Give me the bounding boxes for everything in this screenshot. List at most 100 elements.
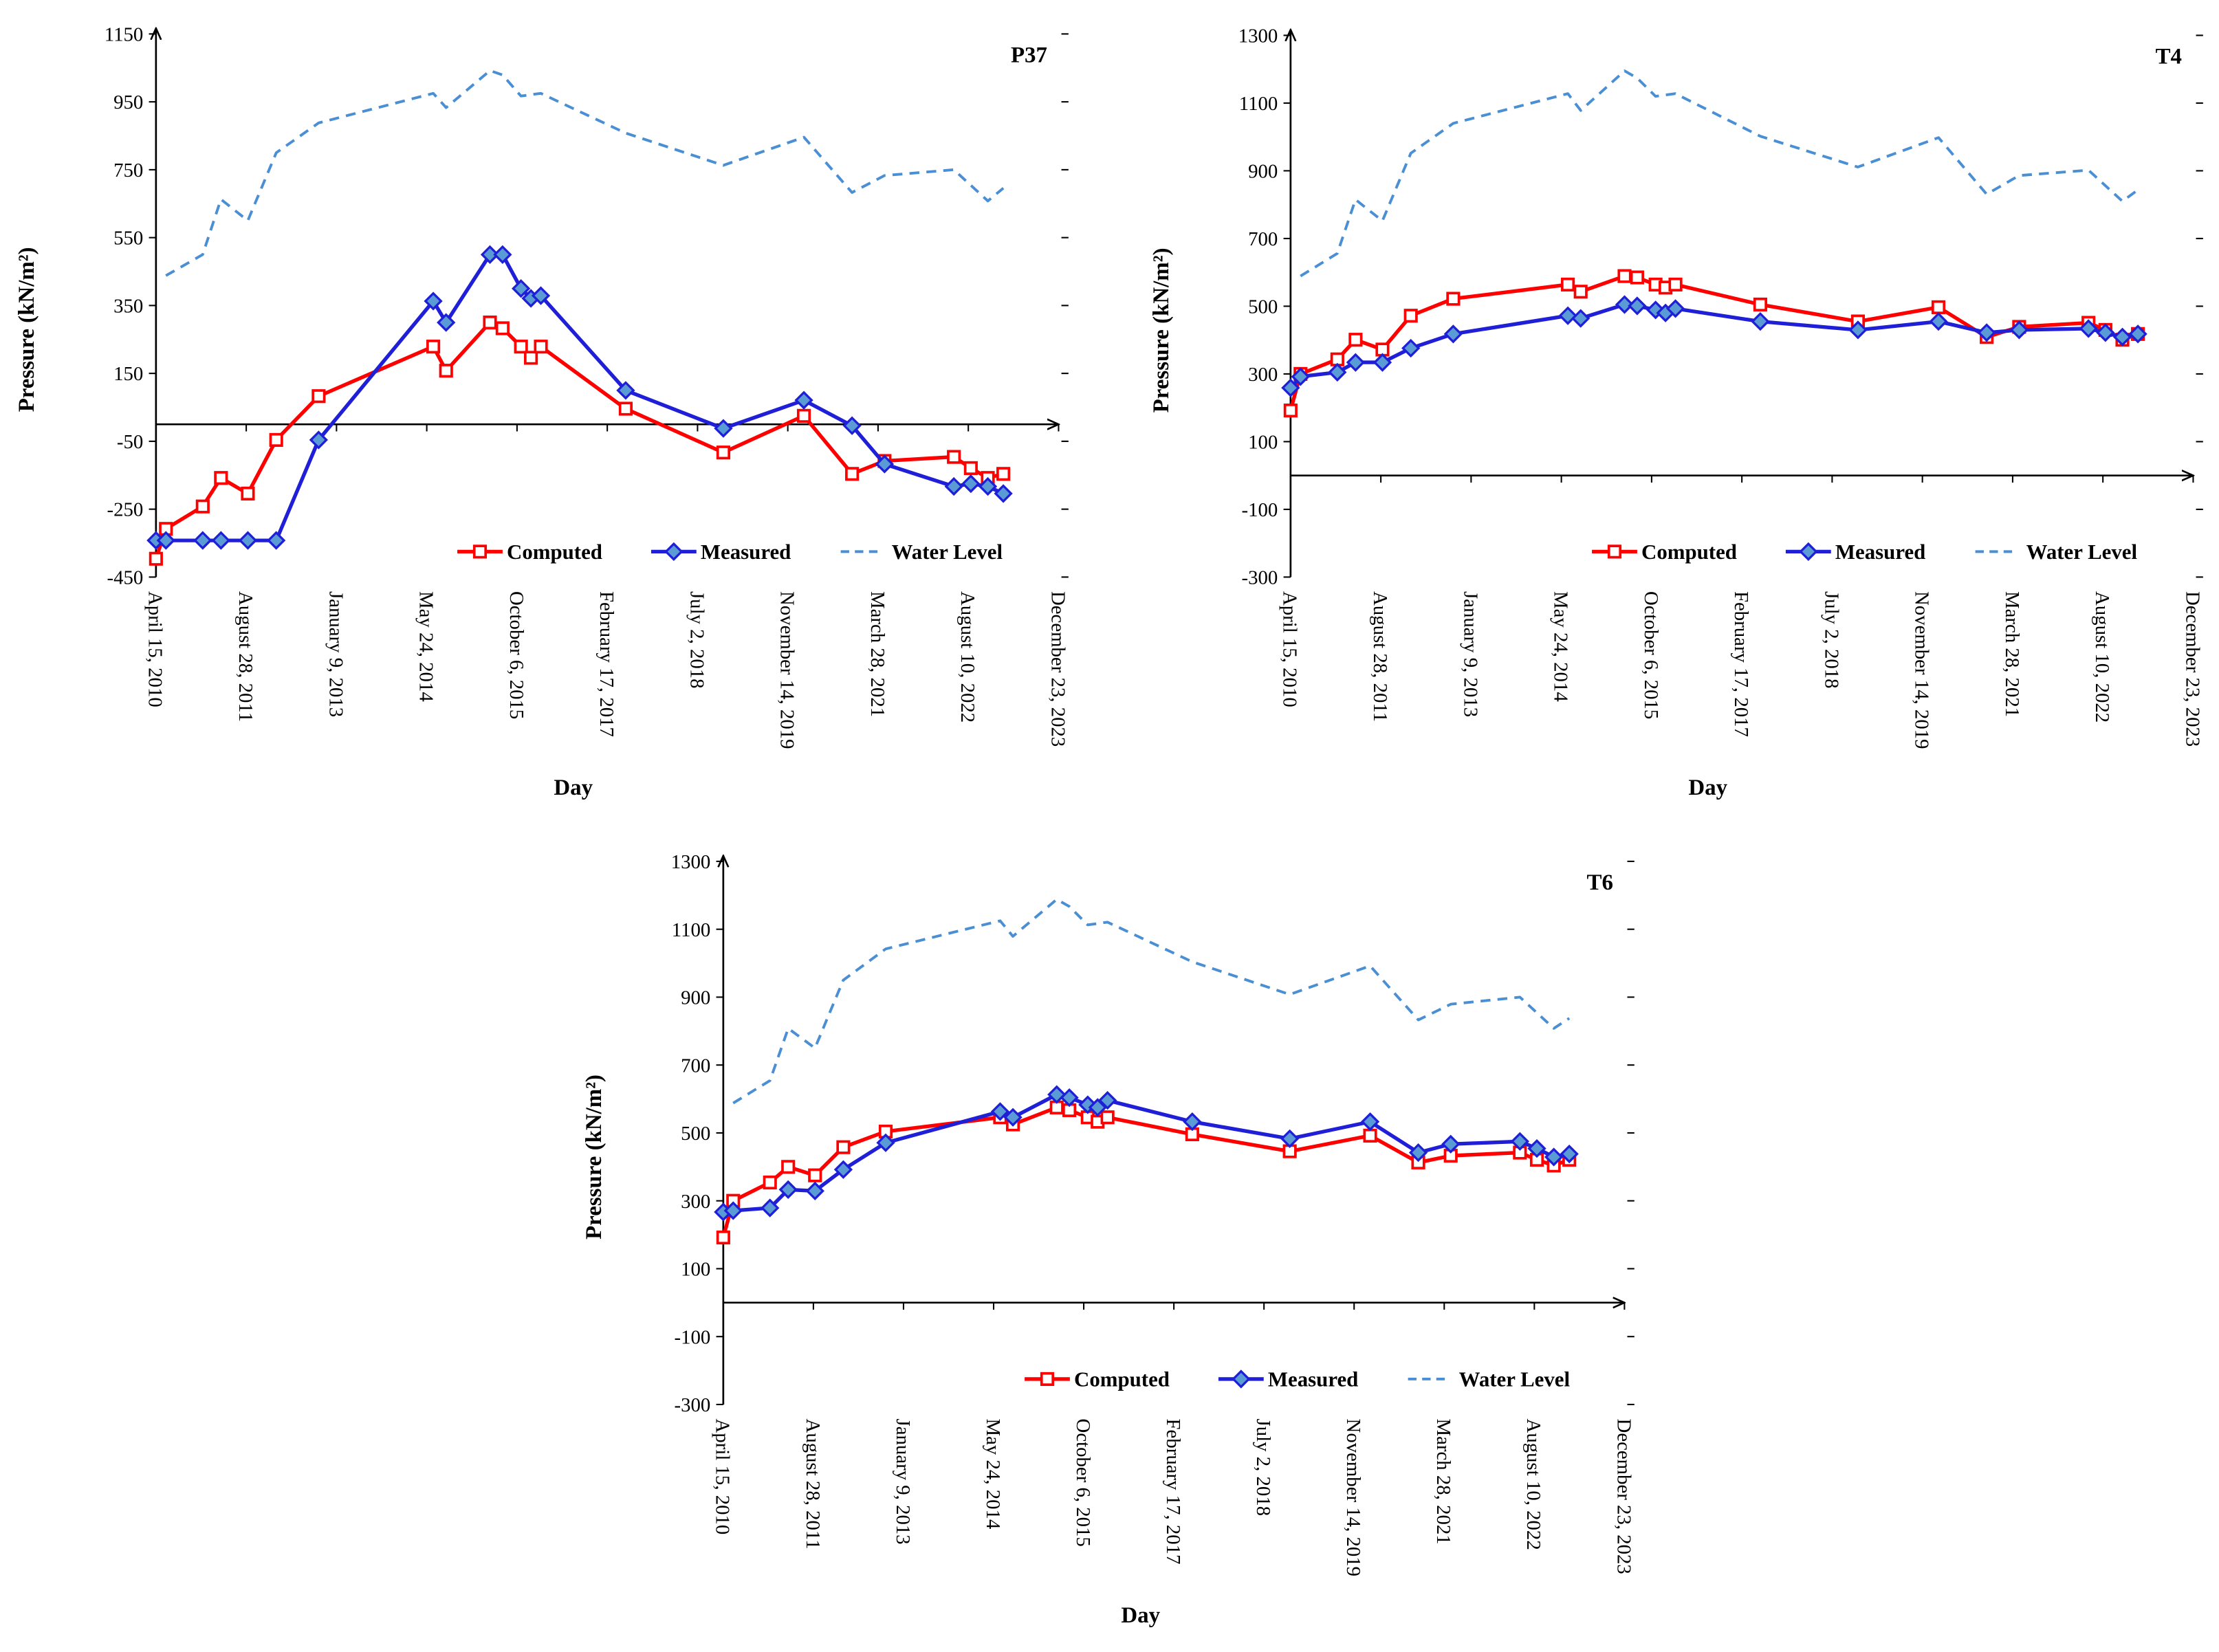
measured-point [1977,323,1996,342]
measured-point [1544,1147,1564,1167]
measured-point [1615,295,1635,314]
y-axis-title: Pressure (kN/m²) [1149,247,1174,412]
computed-point [836,1140,851,1154]
measured-point [1560,1144,1579,1164]
measured-point [1665,299,1685,318]
measured-point [2128,324,2147,344]
legend-measured-marker [664,542,684,562]
legend-measured-label: Measured [1268,1368,1358,1391]
computed-point [439,364,453,378]
x-tick-label: July 2, 2018 [686,591,708,689]
measured-point [1373,353,1392,372]
measured-point [1848,320,1868,340]
y-tick-label: -250 [107,499,144,521]
measured-point [156,531,175,550]
measured-point [961,474,981,494]
computed-point [514,340,528,354]
x-tick-label: November 14, 2019 [776,591,798,749]
measured-point [1098,1090,1117,1110]
x-tick-label: April 15, 2010 [712,1419,734,1535]
x-tick-label: December 23, 2023 [2181,591,2203,747]
measured-point [994,484,1013,503]
x-axis-title: Day [554,775,593,800]
legend-measured-label: Measured [701,540,791,564]
legend-water-level-label: Water Level [2026,540,2138,564]
x-tick-label: August 10, 2022 [2091,591,2113,723]
x-tick-label: August 28, 2011 [1369,591,1391,722]
measured-point [805,1181,824,1201]
computed-point [269,432,283,448]
legend-water-level-label: Water Level [892,540,1003,564]
x-tick-label: August 10, 2022 [957,591,979,723]
x-axis-title: Day [1121,1603,1160,1628]
measured-point [1003,1108,1023,1127]
measured-point [1558,306,1577,325]
measured-point [1527,1139,1546,1158]
y-tick-label: 550 [113,228,143,250]
computed-point [483,315,497,330]
measured-point [512,279,531,298]
measured-point [1280,1129,1300,1148]
computed-point [1560,277,1575,291]
computed-point [1617,269,1632,283]
x-tick-label: February 17, 2017 [1162,1419,1184,1565]
measured-point [1060,1088,1079,1108]
computed-point [311,389,326,404]
measured-point [2079,319,2098,338]
measured-point [424,291,443,311]
measured-point [1510,1132,1530,1151]
y-tick-label: 100 [681,1259,710,1281]
y-tick-label: 350 [113,295,143,317]
y-tick-label: -450 [107,566,144,588]
measured-point [944,476,963,496]
y-tick-label: 300 [681,1191,710,1213]
computed-point [1668,277,1683,291]
measured-point [1441,1134,1461,1154]
legend-computed-label: Computed [1074,1368,1170,1391]
y-tick-label: 150 [113,363,143,385]
measured-point [1751,311,1770,331]
computed-point [1931,300,1946,314]
measured-point [778,1180,798,1200]
x-tick-label: December 23, 2023 [1047,591,1069,747]
computed-point [845,467,860,481]
measured-point [2112,327,2132,346]
y-axis-title: Pressure (kN/m²) [582,1075,606,1240]
measured-point [842,416,862,435]
y-tick-label: 1300 [1238,25,1278,47]
x-tick-label: February 17, 2017 [595,591,617,737]
computed-point [1753,297,1767,312]
computed-point [1573,285,1588,299]
computed-point [781,1160,796,1174]
x-tick-label: February 17, 2017 [1730,591,1752,737]
y-tick-label: 1150 [105,23,144,45]
measured-point [1328,362,1347,382]
measured-point [1291,367,1310,386]
y-tick-label: -100 [1242,499,1278,521]
y-tick-label: 1300 [671,851,711,873]
x-tick-label: August 28, 2011 [234,591,256,722]
computed-point [1348,333,1363,347]
computed-point [426,340,441,354]
x-tick-label: January 9, 2013 [1459,591,1481,717]
legend-computed-marker [472,544,488,559]
y-tick-label: 500 [681,1123,710,1145]
measured-point [723,1201,743,1220]
x-tick-label: April 15, 2010 [1279,591,1301,707]
chart-t4: -300 -100 100 300 500 700 900 1100 1300 April 15,… [1149,25,2203,801]
y-tick-label: 300 [1248,364,1278,386]
measured-point [193,531,212,550]
x-tick-label: October 6, 2015 [1072,1419,1094,1547]
measured-point [616,381,635,400]
x-tick-label: December 23, 2023 [1613,1419,1635,1574]
water-level-series-line [165,69,1005,277]
computed-point [534,340,548,354]
x-tick-label: October 6, 2015 [1640,591,1662,719]
x-tick-label: January 9, 2013 [325,591,347,717]
measured-point [1183,1112,1202,1132]
chart-title: P37 [1011,43,1047,68]
measured-point [1408,1143,1428,1163]
y-tick-label: 950 [113,91,143,113]
measured-point [794,390,813,410]
